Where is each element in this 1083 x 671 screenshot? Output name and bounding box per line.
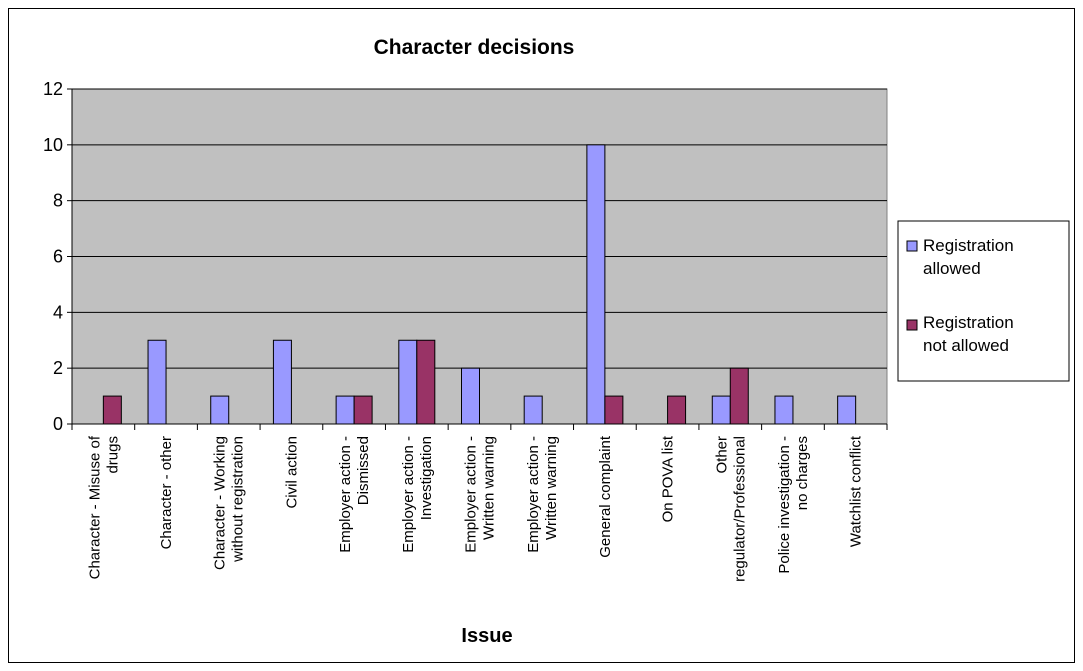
x-tick-label: Employer action -: [463, 436, 480, 553]
legend-label: Registration: [923, 313, 1014, 332]
x-tick-label: Written warning: [481, 436, 498, 540]
y-tick-label: 4: [53, 302, 63, 322]
chart-title: Character decisions: [374, 36, 575, 59]
x-tick-label: Character - Working: [212, 436, 229, 570]
legend-label: allowed: [923, 259, 981, 278]
bar-not-allowed-8: [604, 395, 624, 425]
x-tick-label: Police investigation -: [776, 436, 793, 574]
x-tick-label: Employer action -: [400, 436, 417, 553]
x-tick-label: General complaint: [597, 435, 614, 558]
x-tick-label: Character - other: [158, 436, 175, 549]
bars: [102, 144, 857, 425]
axes: [67, 88, 888, 430]
legend-label: Registration: [923, 236, 1014, 255]
bar-not-allowed-0: [102, 395, 122, 425]
legend: Registration allowed Registration not allow…: [897, 220, 1070, 382]
legend-box: [897, 220, 1070, 382]
x-tick-label: without registration: [230, 436, 247, 563]
bar-allowed-11: [774, 395, 794, 425]
bar-allowed-6: [461, 367, 480, 425]
bar-not-allowed-4: [353, 395, 373, 425]
x-tick-label: Written warning: [543, 436, 560, 540]
bar-allowed-5: [398, 339, 418, 425]
bar-allowed-8: [586, 144, 606, 425]
x-tick-label: Employer action -: [525, 436, 542, 553]
gridlines: [72, 88, 887, 369]
y-tick-labels: 0 2 4 6 8 10 12: [43, 79, 63, 434]
bar-not-allowed-9: [667, 395, 687, 425]
y-tick-label: 2: [53, 358, 63, 378]
x-tick-label: Character - Misuse of: [86, 435, 103, 579]
x-tick-label: no charges: [794, 436, 811, 510]
bar-allowed-3: [272, 339, 292, 425]
y-tick-label: 8: [53, 191, 63, 211]
bar-allowed-1: [147, 339, 167, 425]
bar-not-allowed-5: [416, 339, 436, 425]
y-tick-label: 0: [53, 414, 63, 434]
x-tick-labels: Character - Misuse of drugs Character - ot…: [86, 435, 864, 582]
bar-allowed-4: [335, 395, 355, 425]
x-axis-title: Issue: [461, 625, 512, 647]
bar-allowed-10: [711, 395, 731, 425]
x-tick-label: Investigation: [418, 436, 435, 520]
bar-allowed-12: [837, 395, 857, 425]
y-tick-label: 6: [53, 247, 63, 267]
x-tick-label: On POVA list: [660, 435, 677, 522]
bar-not-allowed-10: [729, 367, 749, 425]
x-tick-label: Other: [713, 436, 730, 474]
x-tick-label: drugs: [104, 436, 121, 474]
y-tick-label: 12: [43, 79, 63, 99]
bar-allowed-2: [210, 395, 230, 425]
bar-chart: Character decisions 0 2 4 6 8 10 12 Character …: [43, 36, 1070, 647]
x-tick-label: Watchlist conflict: [848, 435, 865, 547]
y-tick-label: 10: [43, 135, 63, 155]
legend-swatch: [906, 240, 918, 252]
x-tick-label: Dismissed: [355, 436, 372, 505]
x-tick-label: regulator/Professional: [731, 436, 748, 582]
x-tick-label: Civil action: [283, 436, 300, 509]
x-tick-label: Employer action -: [337, 436, 354, 553]
legend-swatch: [906, 319, 918, 331]
chart-frame: Character decisions 0 2 4 6 8 10 12 Character …: [8, 8, 1075, 663]
bar-allowed-7: [523, 395, 543, 425]
legend-label: not allowed: [923, 336, 1009, 355]
